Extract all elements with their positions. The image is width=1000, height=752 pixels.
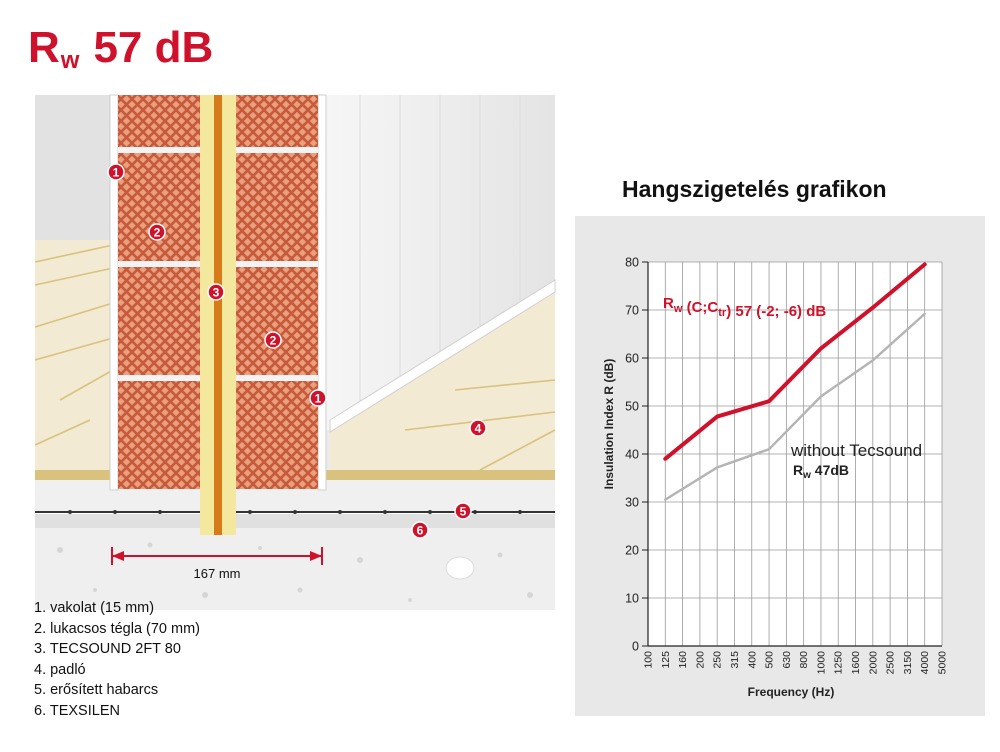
- legend-item: 4. padló: [34, 661, 86, 678]
- left-floor-boards: [34, 244, 114, 446]
- insulation-chart: 0 10 20 30 40 50 60 70 80 100 125 160 200 250 315 400 50…: [602, 256, 949, 700]
- brick-column-right: [236, 95, 318, 489]
- callout-5: 5: [454, 502, 472, 520]
- dimension-label: 167 mm: [194, 566, 241, 581]
- callout-6: 6: [411, 521, 429, 539]
- y-axis-label: Insulation Index R (dB): [602, 359, 616, 490]
- skirting: [329, 279, 556, 433]
- mortar-joints: [118, 147, 318, 381]
- y-tick-label: 70: [625, 304, 639, 318]
- legend-item: 1. vakolat (15 mm): [34, 600, 155, 616]
- concrete-aggregate: [57, 542, 533, 602]
- y-tick-label: 60: [625, 352, 639, 366]
- callout-1: 1: [309, 389, 327, 407]
- y-tick-label: 40: [625, 448, 639, 462]
- x-tick-label: 400: [746, 651, 758, 669]
- series-label-without-tecsound: without Tecsound: [790, 441, 922, 460]
- left-back-wall: [35, 95, 113, 240]
- callout-number: 6: [417, 524, 424, 538]
- y-tick-label: 80: [625, 256, 639, 270]
- callout-2: 2: [148, 223, 166, 241]
- x-tick-label: 630: [781, 651, 793, 669]
- tecsound-membrane: [214, 95, 222, 535]
- x-tick-label: 4000: [919, 651, 931, 675]
- callout-1: 1: [107, 163, 125, 181]
- callout-number: 3: [213, 286, 220, 300]
- right-wall-shading: [359, 95, 521, 405]
- series-label-with-tecsound: Rw (C;Ctr) 57 (-2; -6) dB: [663, 295, 826, 320]
- x-tick-label: 1600: [850, 651, 862, 675]
- callout-4: 4: [469, 419, 487, 437]
- dimension-arrow-left: [112, 551, 124, 561]
- mesh-dots: [68, 510, 522, 514]
- y-tick-label: 30: [625, 496, 639, 510]
- chart-panel: 0 10 20 30 40 50 60 70 80 100 125 160 200 250 315 400 50…: [575, 216, 985, 716]
- x-tick-label: 2500: [885, 651, 897, 675]
- x-tick-label: 200: [694, 651, 706, 669]
- callout-3: 3: [207, 283, 225, 301]
- callout-number: 5: [460, 505, 467, 519]
- legend-item: 5. erősített habarcs: [34, 682, 159, 699]
- title-value: 57 dB: [93, 23, 214, 72]
- x-tick-label: 800: [798, 651, 810, 669]
- x-axis-label: Frequency (Hz): [748, 685, 835, 699]
- callout-number: 2: [270, 334, 277, 348]
- x-tick-label: 1000: [815, 651, 827, 675]
- y-tick-label: 50: [625, 400, 639, 414]
- series-line-with-tecsound: [663, 262, 927, 461]
- x-tick-label: 160: [677, 651, 689, 669]
- plaster-left: [109, 94, 119, 491]
- legend: 1. vakolat (15 mm) 2. lukacsos tégla (70…: [34, 598, 200, 722]
- legend-item: 2. lukacsos tégla (70 mm): [34, 620, 201, 637]
- x-tick-label: 1250: [833, 651, 845, 675]
- legend-item: 6. TEXSILEN: [34, 702, 120, 719]
- x-tick-label: 5000: [937, 651, 949, 675]
- title-subscript: w: [60, 47, 80, 74]
- title-main: R: [28, 23, 60, 72]
- legend-item: 3. TECSOUND 2FT 80: [34, 641, 181, 658]
- texsilen-layer: [35, 514, 555, 528]
- graph-title: Hangszigetelés grafikon: [622, 176, 887, 202]
- x-tick-label: 315: [729, 651, 741, 669]
- plaster-right: [317, 94, 327, 491]
- x-tick-label: 100: [643, 651, 655, 669]
- callout-number: 1: [315, 392, 322, 406]
- x-tick-label: 500: [764, 651, 776, 669]
- y-tick-label: 20: [625, 544, 639, 558]
- page-title: Rw 57 dB: [28, 23, 214, 73]
- left-floor: [35, 240, 113, 470]
- callout-number: 2: [154, 226, 161, 240]
- series-value-without-tecsound: Rw 47dB: [793, 462, 849, 481]
- right-floor: [330, 282, 555, 470]
- x-tick-label: 250: [712, 651, 724, 669]
- series-line-without-tecsound: [664, 312, 926, 501]
- y-tick-label: 10: [625, 592, 639, 606]
- y-tick-label: 0: [632, 640, 639, 654]
- x-tick-label: 2000: [867, 651, 879, 675]
- callout-number: 1: [113, 166, 120, 180]
- callouts: 1 2 3 2 1 4 5 6: [107, 163, 487, 539]
- brick-column-left: [118, 95, 200, 489]
- x-tick-label: 3150: [902, 651, 914, 675]
- callout-number: 4: [475, 422, 482, 436]
- callout-2: 2: [264, 331, 282, 349]
- dimension-arrow-right: [310, 551, 322, 561]
- x-tick-label: 125: [660, 651, 672, 669]
